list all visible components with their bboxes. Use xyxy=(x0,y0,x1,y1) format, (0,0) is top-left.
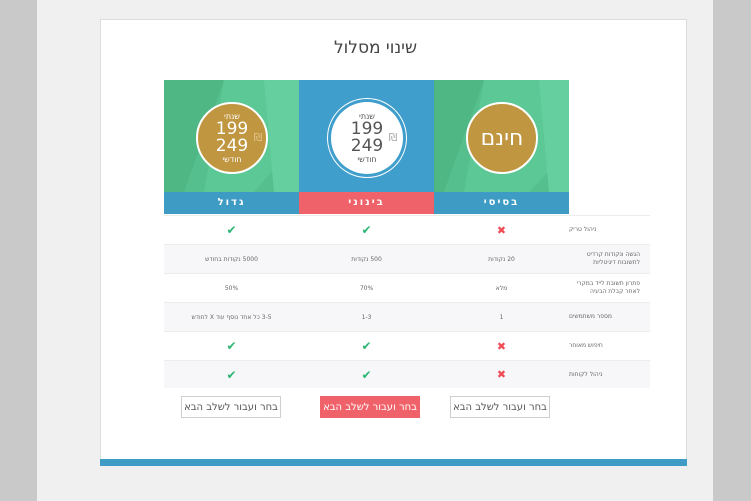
feature-value: 1 xyxy=(499,313,504,321)
table-row: 50% 70% מלא פתרון תשובת לייד במקרי לאחר קבל… xyxy=(164,273,650,302)
feature-label: חיפוש מאוחר xyxy=(569,342,603,349)
feature-value: 1-3 xyxy=(361,313,372,321)
cross-icon: ✖ xyxy=(496,223,507,237)
feature-value: 70% xyxy=(359,284,374,292)
plan-mid-name: בינוני xyxy=(299,192,434,214)
monthly-label: חודשי xyxy=(222,155,242,164)
plan-mid-price-badge: שנתי 199 ₪ 249 חודשי xyxy=(331,102,403,174)
feature-label: ניהול לקוחות xyxy=(569,370,603,378)
table-row: 5000 נקודות בחודש 500 נקודות 20 נקודות הגשה… xyxy=(164,244,650,273)
yearly-price: 199 ₪ xyxy=(350,119,398,145)
check-icon: ✔ xyxy=(226,223,237,237)
feature-value: 5000 נקודות בחודש xyxy=(205,255,258,263)
monthly-price: 249 xyxy=(350,136,384,156)
feature-label: מספר משתמשים xyxy=(569,313,612,320)
table-row: 3-5 כל אחד נוסף עוד X לחודש 1-3 1 מספר משתמ… xyxy=(164,302,650,331)
currency-icon: ₪ xyxy=(388,131,398,144)
plan-mid-header: שנתי 199 ₪ 249 חודשי xyxy=(299,80,434,192)
plan-big-price-badge: שנתי 199 ₪ 249 חודשי xyxy=(196,102,268,174)
plan-basic-name: בסיסי xyxy=(434,192,569,214)
select-basic-plan-button[interactable]: בחר ועבור לשלב הבא xyxy=(450,396,550,418)
yearly-label: שנתי xyxy=(359,112,375,121)
feature-label: ניהול טריק xyxy=(569,226,597,233)
check-icon: ✔ xyxy=(361,223,372,237)
feature-value: 3-5 כל אחד נוסף עוד X לחודש xyxy=(191,313,272,321)
feature-value: 50% xyxy=(224,284,239,292)
table-row: ✔ ✔ ✖ ניהול לקוחות xyxy=(164,360,650,388)
feature-label: הגשה ונקודות קרדיט לתשובות דיגיטליות xyxy=(586,251,640,266)
check-icon: ✔ xyxy=(226,367,237,382)
feature-value: 20 נקודות xyxy=(488,255,515,263)
check-icon: ✔ xyxy=(226,339,237,353)
yearly-price: 199 ₪ xyxy=(215,119,263,145)
table-row: ✔ ✔ ✖ חיפוש מאוחר xyxy=(164,331,650,360)
yearly-label: שנתי xyxy=(224,112,240,121)
plan-basic-price-badge: חינם xyxy=(466,102,538,174)
cross-icon: ✖ xyxy=(496,368,507,381)
select-big-plan-button[interactable]: בחר ועבור לשלב הבא xyxy=(181,396,281,418)
check-icon: ✔ xyxy=(361,339,372,353)
select-mid-plan-button[interactable]: בחר ועבור לשלב הבא xyxy=(320,396,420,418)
feature-value: מלא xyxy=(495,284,508,292)
plan-big-name: גדול xyxy=(164,192,299,214)
currency-icon: ₪ xyxy=(253,131,263,144)
table-row: ✔ ✔ ✖ ניהול טריק xyxy=(164,215,650,244)
feature-value: 500 נקודות xyxy=(351,255,382,263)
card-bottom-bar xyxy=(100,459,687,466)
check-icon: ✔ xyxy=(361,367,372,382)
plan-big-header: שנתי 199 ₪ 249 חודשי xyxy=(164,80,299,192)
page-title: שינוי מסלול xyxy=(333,38,418,58)
monthly-price: 249 xyxy=(215,136,249,156)
monthly-label: חודשי xyxy=(357,155,377,164)
feature-label: פתרון תשובת לייד במקרי לאחר קבלת הבעיה xyxy=(576,280,640,295)
plan-basic-header: חינם xyxy=(434,80,569,192)
cross-icon: ✖ xyxy=(496,339,507,353)
free-label: חינם xyxy=(480,125,524,151)
